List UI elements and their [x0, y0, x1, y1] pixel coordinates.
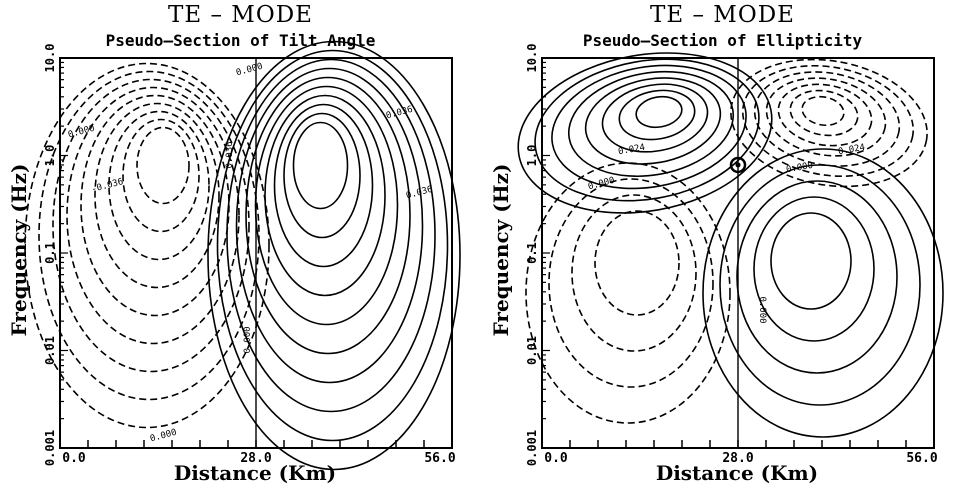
negative-contour — [730, 58, 928, 188]
positive-contour — [283, 112, 361, 239]
negative-contour — [548, 178, 714, 388]
ellipticity-panel: TE – MODE Pseudo–Section of Ellipticity … — [482, 0, 963, 490]
positive-contour — [702, 148, 944, 438]
tilt-angle-panel: TE – MODE Pseudo–Section of Tilt Angle F… — [0, 0, 481, 490]
marker-dot — [735, 162, 741, 168]
negative-contour — [38, 70, 260, 401]
negative-contour — [122, 118, 200, 233]
contour-label: 0.036 — [225, 141, 235, 168]
positive-contour — [736, 180, 898, 374]
positive-contour — [753, 196, 875, 342]
x-tick-label: 56.0 — [906, 451, 937, 466]
negative-contour — [594, 210, 680, 316]
x-tick-label: 28.0 — [240, 451, 271, 466]
negative-contour — [765, 77, 887, 157]
x-axis-label: Distance (Km) — [655, 461, 819, 485]
y-tick-label: 10.0 — [43, 44, 57, 73]
chart-subtitle: Pseudo–Section of Ellipticity — [582, 31, 863, 50]
y-tick-label: 0.001 — [43, 430, 57, 466]
positive-contour — [635, 95, 683, 129]
contour-label: 0.000 — [757, 296, 767, 323]
negative-contour — [789, 89, 859, 137]
positive-contour — [273, 103, 374, 268]
x-tick-label: 56.0 — [424, 451, 455, 466]
positive-contour — [226, 58, 436, 413]
tilt-angle-contour-plot: 0.0 28.0 56.00.0010.010.11.010.00.000-0.03… — [24, 40, 461, 471]
y-tick-label: 0.01 — [43, 336, 57, 365]
positive-contour — [517, 52, 773, 214]
positive-contour — [216, 49, 449, 442]
contour-label: 0.000 — [235, 62, 264, 79]
contour-label: 0.024 — [617, 143, 645, 158]
contour-label: 0.036 — [405, 185, 434, 202]
contour-label: 0.000 — [67, 124, 96, 141]
positive-contour — [567, 70, 735, 178]
contour-label: 0.000 — [785, 161, 813, 176]
chart-title: TE – MODE — [650, 2, 795, 28]
y-tick-label: 0.01 — [525, 336, 539, 365]
y-tick-label: 10.0 — [525, 44, 539, 73]
y-tick-label: 0.001 — [525, 430, 539, 466]
positive-contour — [235, 67, 424, 384]
x-tick-label: 0.0 — [62, 451, 86, 466]
positive-contour — [245, 76, 411, 355]
contour-label: 0.000 — [243, 326, 253, 353]
negative-contour — [66, 86, 240, 345]
y-tick-label: 0.1 — [43, 242, 57, 264]
negative-contour — [571, 194, 697, 352]
contour-label: 0.024 — [837, 143, 865, 158]
negative-contour — [525, 162, 731, 424]
positive-contour — [770, 212, 852, 310]
marker-circle — [729, 156, 747, 174]
negative-contour — [136, 126, 190, 205]
negative-contour — [94, 102, 220, 289]
positive-contour — [618, 89, 696, 141]
negative-contour — [777, 83, 873, 147]
positive-contour — [264, 94, 386, 297]
positive-contour — [534, 58, 760, 202]
positive-contour — [254, 85, 399, 326]
negative-contour — [741, 64, 915, 178]
positive-contour — [207, 40, 461, 471]
chart-title: TE – MODE — [168, 2, 313, 28]
positive-contour — [719, 164, 921, 406]
y-tick-label: 1.0 — [43, 145, 57, 167]
negative-contour — [801, 95, 845, 127]
contour-label: 0.000 — [587, 176, 616, 193]
negative-contour — [24, 62, 270, 429]
positive-contour — [584, 77, 722, 165]
y-tick-label: 0.1 — [525, 242, 539, 264]
x-tick-label: 28.0 — [722, 451, 753, 466]
x-tick-label: 0.0 — [544, 451, 568, 466]
positive-contour — [601, 83, 709, 153]
negative-contour — [52, 78, 250, 373]
positive-contour — [292, 121, 349, 210]
contour-label: 0.000 — [149, 428, 178, 445]
negative-contour — [108, 110, 210, 261]
